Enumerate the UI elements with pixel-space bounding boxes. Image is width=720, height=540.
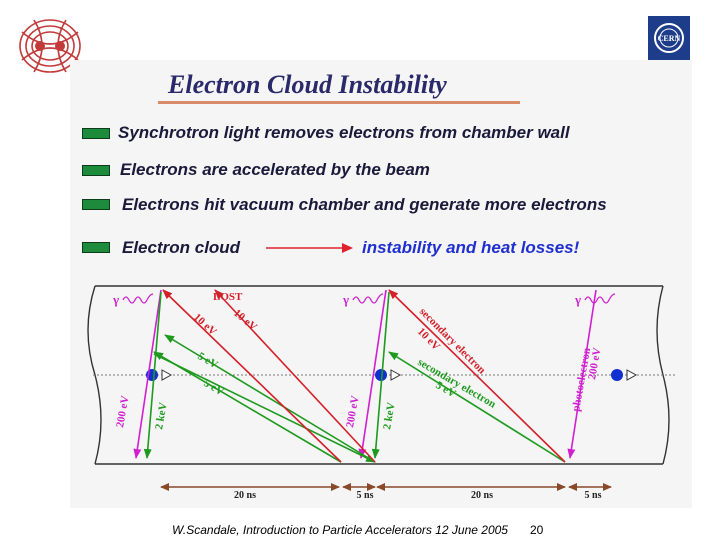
gamma-2: γ (342, 292, 349, 307)
timing-label-2: 5 ns (357, 490, 374, 501)
page-number: 20 (530, 523, 544, 537)
electron-2kev-1 (143, 291, 162, 459)
electron-5ev-1-back (153, 353, 376, 463)
label-2kev-a: 2 keV (153, 402, 170, 431)
label-200ev-b: 200 eV (344, 395, 361, 429)
electron-2kev-2 (371, 291, 390, 459)
bunch-3 (611, 369, 638, 381)
label-200ev-a: 200 eV (114, 395, 131, 429)
electron-cloud-diagram: γ γ γ LOST 10 eV 10 eV 5 eV 5 eV 200 eV … (87, 285, 675, 501)
electron-200ev-3 (567, 289, 597, 459)
timing-label-3: 20 ns (471, 490, 493, 501)
bullet-1: Synchrotron light removes electrons from… (118, 123, 570, 142)
bullet-marker (82, 165, 110, 176)
label-5ev-b: 5 eV (202, 377, 226, 398)
page-title: Electron Cloud Instability (168, 70, 447, 99)
photon-1 (122, 293, 154, 304)
bullet-marker (82, 128, 110, 139)
electron-200ev-1 (133, 289, 162, 459)
electron-10ev-2 (214, 289, 376, 463)
timing-label-4: 5 ns (585, 490, 602, 501)
lhc-logo (19, 19, 81, 73)
electron-5ev-2 (164, 334, 376, 463)
electron-secondary-10ev (388, 289, 566, 463)
electron-10ev-1 (162, 289, 342, 463)
bullet-4: Electron cloud (122, 238, 241, 257)
bullet-4-arrow (266, 243, 353, 253)
label-10ev-a: 10 eV (191, 311, 219, 338)
label-200ev-c: 200 eV (586, 347, 603, 381)
gamma-3: γ (574, 292, 581, 307)
timing-label-1: 20 ns (234, 490, 256, 501)
slide-panel (70, 60, 692, 508)
label-lost: LOST (213, 291, 243, 303)
electron-200ev-2 (358, 289, 387, 459)
label-10ev-b: 10 eV (231, 307, 259, 333)
photon-2 (352, 293, 384, 304)
gamma-1: γ (112, 292, 119, 307)
electron-secondary-5ev (388, 351, 566, 463)
bullet-3: Electrons hit vacuum chamber and generat… (122, 195, 607, 214)
cern-logo: CERN (648, 16, 690, 60)
svg-text:CERN: CERN (658, 34, 681, 43)
bullet-marker (82, 242, 110, 253)
bullet-marker (82, 199, 110, 210)
bullet-2: Electrons are accelerated by the beam (120, 160, 430, 179)
photon-3 (584, 293, 616, 304)
bunch-2 (375, 369, 402, 381)
title-underline (158, 101, 520, 104)
label-5ev-a: 5 eV (196, 350, 220, 371)
electron-5ev-1 (153, 351, 342, 463)
footer-text: W.Scandale, Introduction to Particle Acc… (172, 523, 508, 537)
label-2kev-b: 2 keV (381, 402, 398, 431)
bullet-4-result: instability and heat losses! (362, 238, 580, 257)
